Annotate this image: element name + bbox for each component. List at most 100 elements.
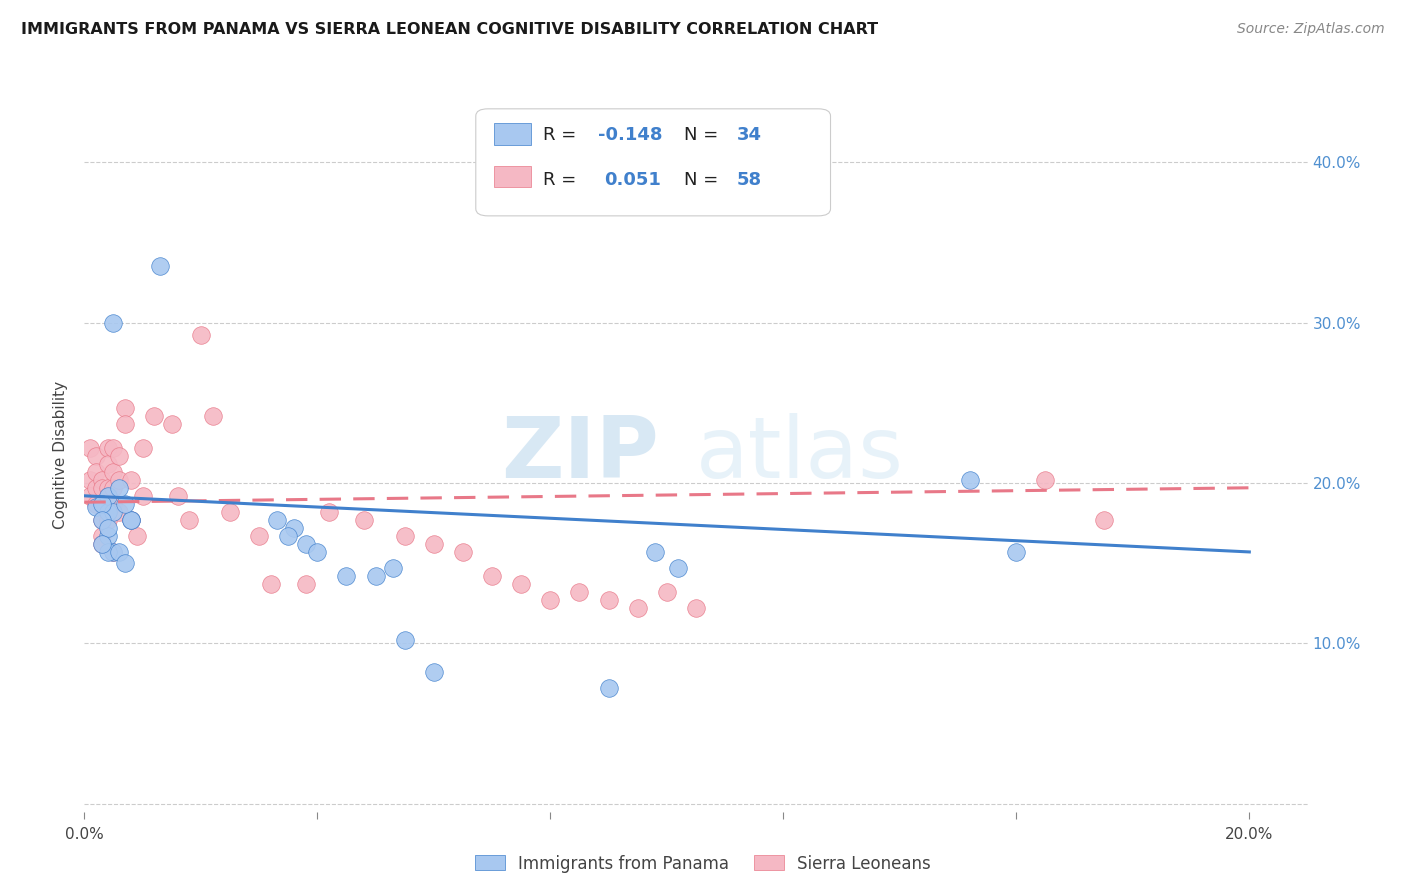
Point [353, 513, 375, 527]
Point [149, 260, 172, 274]
Point [108, 545, 131, 559]
Text: -0.148: -0.148 [598, 127, 662, 145]
Point [598, 681, 620, 696]
Point [598, 593, 620, 607]
Text: Source: ZipAtlas.com: Source: ZipAtlas.com [1237, 22, 1385, 37]
Point [538, 593, 561, 607]
Point [294, 577, 316, 591]
Point [108, 505, 131, 519]
Point [97, 481, 120, 495]
Point [201, 409, 224, 423]
Point [1092, 513, 1115, 527]
Point [103, 481, 125, 495]
Point [103, 497, 125, 511]
Text: R =: R = [543, 171, 588, 189]
Point [307, 545, 329, 559]
Point [97, 513, 120, 527]
Point [90, 473, 112, 487]
Point [103, 441, 125, 455]
Text: atlas: atlas [696, 413, 904, 497]
Point [160, 417, 183, 431]
Point [394, 529, 416, 543]
Point [627, 601, 650, 615]
Point [103, 505, 125, 519]
Point [103, 465, 125, 479]
Point [382, 561, 405, 575]
Point [335, 569, 357, 583]
Point [190, 328, 212, 343]
Point [84, 465, 107, 479]
Point [114, 497, 136, 511]
Point [114, 417, 136, 431]
Point [97, 529, 120, 543]
Point [277, 529, 299, 543]
Point [90, 529, 112, 543]
Y-axis label: Cognitive Disability: Cognitive Disability [53, 381, 69, 529]
Point [1035, 473, 1057, 487]
FancyBboxPatch shape [475, 109, 831, 216]
Point [90, 497, 112, 511]
Point [423, 665, 446, 680]
Point [959, 473, 981, 487]
Point [79, 473, 101, 487]
Point [166, 489, 188, 503]
Point [685, 601, 707, 615]
Point [114, 401, 136, 415]
Point [143, 409, 166, 423]
Point [90, 513, 112, 527]
Text: N =: N = [683, 127, 724, 145]
Point [644, 545, 666, 559]
Point [219, 505, 242, 519]
Point [568, 585, 591, 599]
Point [90, 537, 112, 551]
Text: ZIP: ZIP [502, 413, 659, 497]
Text: 34: 34 [737, 127, 761, 145]
Point [114, 556, 136, 570]
Point [131, 441, 153, 455]
Point [84, 481, 107, 495]
Point [668, 561, 690, 575]
Point [1005, 545, 1028, 559]
Point [655, 585, 678, 599]
Point [108, 481, 131, 495]
Point [131, 489, 153, 503]
Point [97, 505, 120, 519]
Point [103, 316, 125, 330]
Point [120, 513, 142, 527]
Point [97, 545, 120, 559]
Text: 58: 58 [737, 171, 762, 189]
Point [451, 545, 474, 559]
Point [283, 521, 305, 535]
Text: 0.051: 0.051 [605, 171, 661, 189]
Point [247, 529, 270, 543]
Point [120, 513, 142, 527]
Point [103, 545, 125, 559]
Point [97, 521, 120, 535]
Text: N =: N = [683, 171, 724, 189]
Text: R =: R = [543, 127, 582, 145]
Point [120, 473, 142, 487]
Point [79, 489, 101, 503]
Text: IMMIGRANTS FROM PANAMA VS SIERRA LEONEAN COGNITIVE DISABILITY CORRELATION CHART: IMMIGRANTS FROM PANAMA VS SIERRA LEONEAN… [21, 22, 879, 37]
Legend: Immigrants from Panama, Sierra Leoneans: Immigrants from Panama, Sierra Leoneans [468, 848, 938, 880]
Point [260, 577, 283, 591]
Point [266, 513, 288, 527]
Point [364, 569, 387, 583]
Bar [494, 166, 531, 187]
Point [423, 537, 446, 551]
Point [90, 513, 112, 527]
Point [318, 505, 340, 519]
Point [294, 537, 316, 551]
Point [108, 473, 131, 487]
Point [79, 441, 101, 455]
Point [97, 441, 120, 455]
Bar [494, 123, 531, 145]
Point [97, 489, 120, 503]
Point [90, 497, 112, 511]
Point [97, 489, 120, 503]
Point [108, 449, 131, 463]
Point [84, 500, 107, 514]
Point [394, 633, 416, 648]
Point [97, 457, 120, 471]
Point [125, 529, 148, 543]
